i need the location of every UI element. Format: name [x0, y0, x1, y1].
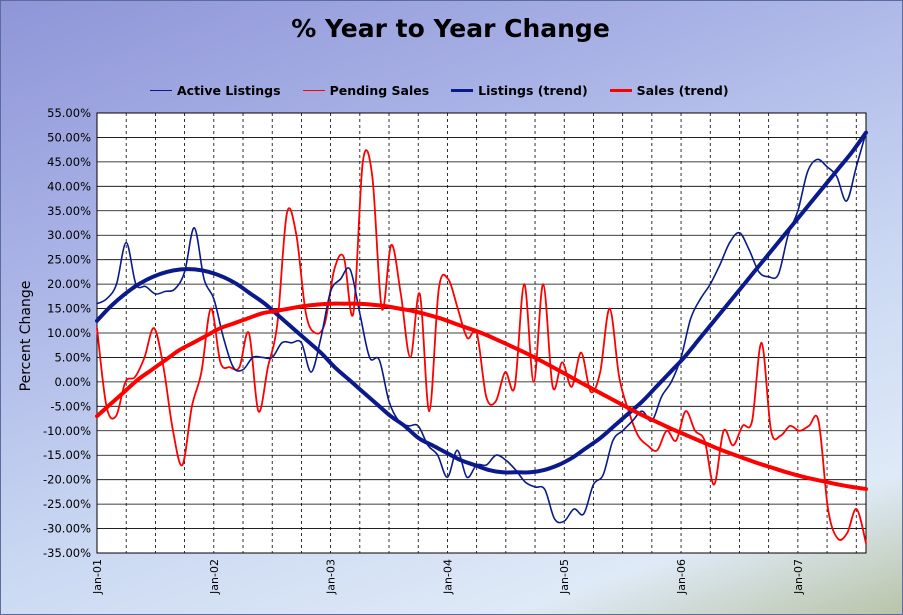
legend-swatch-sales-trend	[609, 88, 632, 92]
x-tick-label: Jan-01	[91, 559, 104, 595]
chart-title: % Year to Year Change	[291, 14, 610, 43]
y-tick-label: 50.00%	[47, 130, 91, 144]
legend-swatch-listings-trend	[451, 88, 474, 92]
legend-label-listings-trend: Listings (trend)	[478, 82, 588, 98]
y-tick-label: 55.00%	[47, 106, 91, 120]
legend-item-sales-trend: Sales (trend)	[609, 82, 729, 98]
y-tick-label: 30.00%	[47, 228, 91, 242]
y-tick-label: 0.00%	[54, 375, 91, 389]
legend-label-sales-trend: Sales (trend)	[636, 82, 729, 98]
y-tick-label: 45.00%	[47, 155, 91, 169]
series-line-active-listings	[96, 131, 867, 524]
y-tick-label: 35.00%	[47, 204, 91, 218]
y-tick-label: -25.00%	[43, 497, 91, 511]
x-tick-label: Jan-03	[325, 559, 338, 595]
legend-swatch-active-listings	[150, 89, 172, 91]
legend-label-pending-sales: Pending Sales	[329, 82, 430, 98]
y-tick-label: 25.00%	[47, 253, 91, 267]
y-tick-label: -35.00%	[43, 546, 91, 560]
y-tick-label: 15.00%	[47, 302, 91, 316]
chart-legend: Active Listings Pending Sales Listings (…	[150, 81, 751, 99]
x-tick-label: Jan-06	[675, 559, 688, 595]
y-tick-label: 20.00%	[47, 277, 91, 291]
series-line-sales-trend	[95, 301, 868, 491]
legend-item-pending-sales: Pending Sales	[302, 82, 430, 98]
y-tick-label: 5.00%	[54, 350, 91, 364]
y-tick-label: -30.00%	[43, 522, 91, 536]
y-tick-label: -10.00%	[43, 424, 91, 438]
legend-swatch-pending-sales	[302, 89, 325, 91]
series-line-listings-trend	[95, 130, 868, 475]
y-tick-label: -5.00%	[50, 399, 91, 413]
y-tick-label: -15.00%	[43, 448, 91, 462]
x-tick-label: Jan-04	[441, 559, 454, 595]
x-tick-label: Jan-07	[792, 559, 805, 595]
legend-label-active-listings: Active Listings	[177, 82, 281, 98]
legend-item-listings-trend: Listings (trend)	[451, 82, 588, 98]
y-tick-label: 10.00%	[47, 326, 91, 340]
x-tick-label: Jan-02	[208, 559, 221, 595]
x-tick-label: Jan-05	[558, 559, 571, 595]
legend-item-active-listings: Active Listings	[150, 83, 281, 98]
y-tick-label: 40.00%	[47, 179, 91, 193]
y-tick-label: -20.00%	[43, 473, 91, 487]
